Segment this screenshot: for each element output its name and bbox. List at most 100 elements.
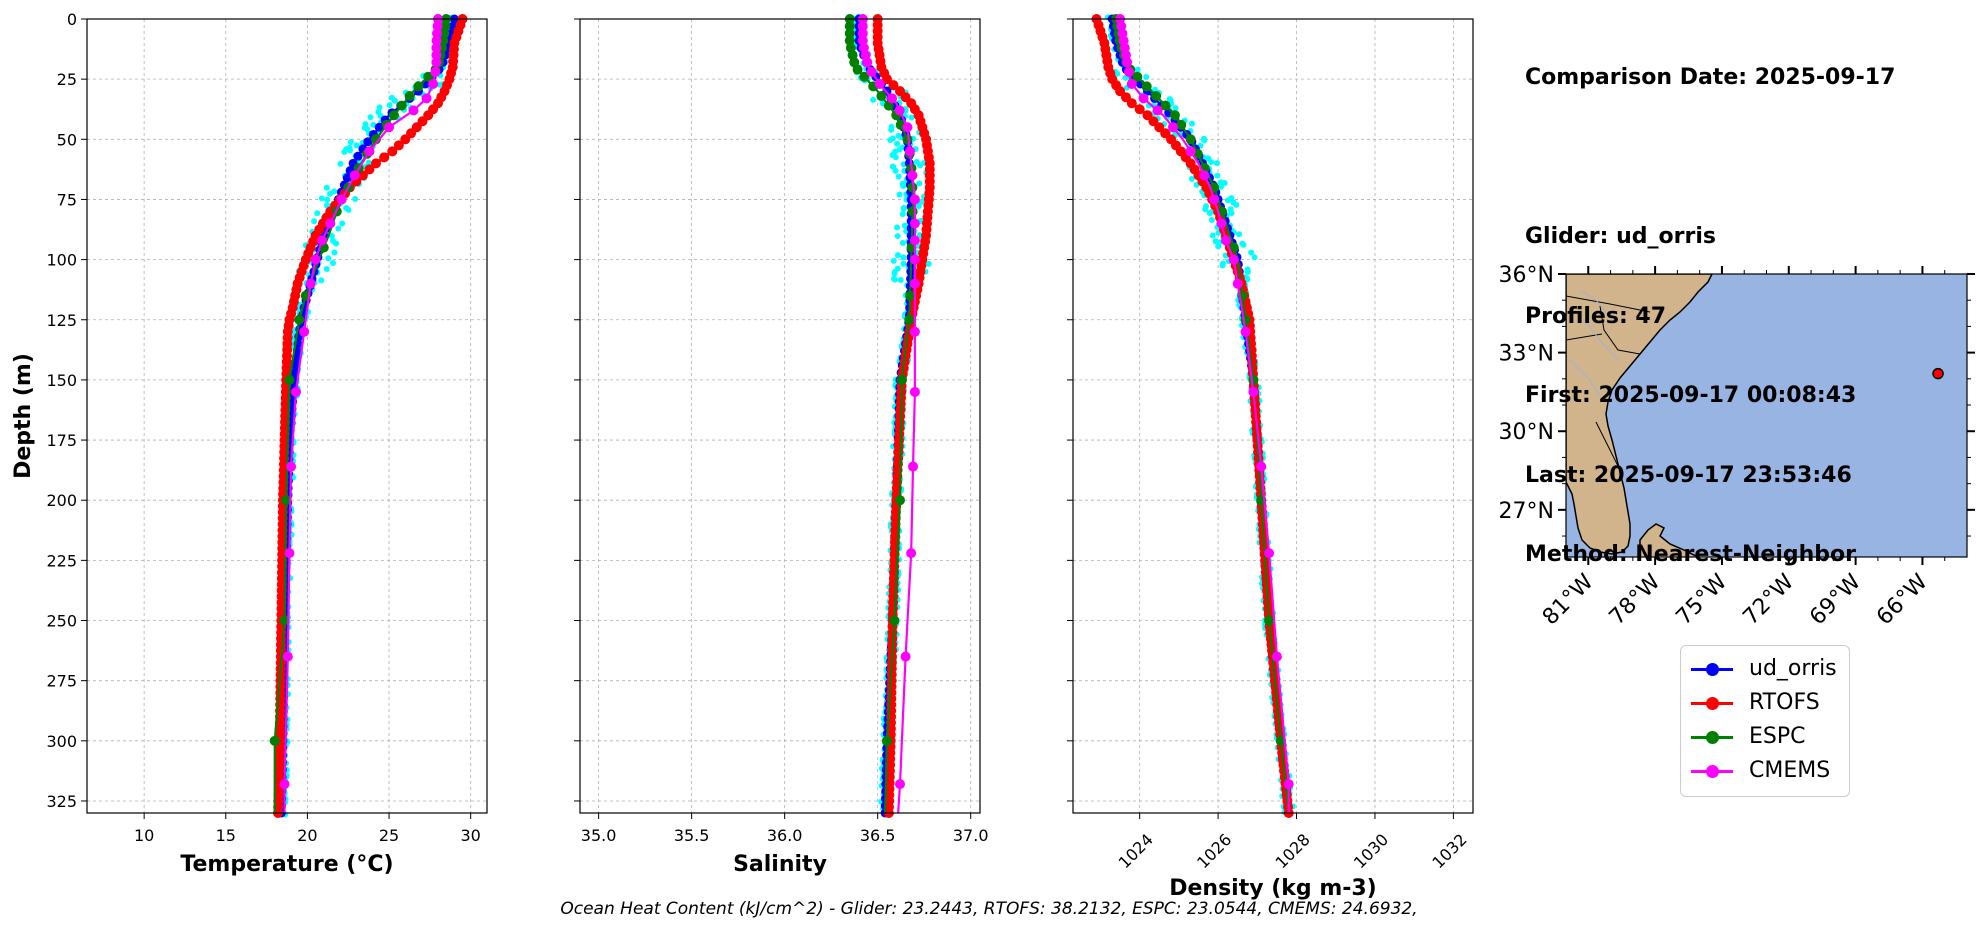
- density-xlabel: Density (kg m-3): [1169, 876, 1377, 901]
- salinity-series: [844, 14, 935, 818]
- series-point-espc: [905, 290, 916, 301]
- series-point-espc: [1185, 134, 1196, 145]
- series-point-cmems: [1199, 170, 1210, 181]
- observation-point: [361, 124, 368, 131]
- temperature-panel: 10 15 20 25 30025507510012515017520022525027…: [11, 10, 488, 877]
- series-point-cmems: [428, 78, 439, 89]
- series-point-rtofs: [370, 158, 381, 169]
- observation-point: [900, 204, 907, 211]
- series-point-espc: [1132, 71, 1143, 82]
- series-point-cmems: [1138, 93, 1149, 104]
- series-point-espc: [844, 21, 855, 32]
- observation-point: [375, 109, 382, 116]
- series-point-espc: [1228, 242, 1239, 253]
- legend-item-ud-orris: ud_orris: [1691, 654, 1841, 684]
- series-point-cmems: [895, 779, 905, 790]
- first-time: First: 2025-09-17 00:08:43: [1525, 383, 1857, 408]
- info-panel: Comparison Date: 2025-09-17 Glider: ud_o…: [1525, 12, 1895, 595]
- series-point-ud-orris: [374, 122, 384, 132]
- legend-marker: [1706, 765, 1719, 778]
- temperature-xlabel: Temperature (°C): [180, 852, 393, 877]
- series-point-cmems: [1126, 78, 1137, 89]
- series-point-cmems: [317, 235, 328, 246]
- legend-item-cmems: CMEMS: [1691, 756, 1841, 786]
- series-point-cmems: [1264, 548, 1275, 559]
- y-tick-label: 325: [46, 792, 77, 811]
- density-axes-frame: [1072, 18, 1474, 814]
- observation-point: [892, 167, 899, 174]
- series-point-cmems: [430, 66, 441, 77]
- observation-point: [897, 276, 904, 283]
- series-point-rtofs: [393, 140, 404, 151]
- series-point-cmems: [1185, 146, 1196, 157]
- legend-marker: [1706, 731, 1719, 744]
- observation-point: [896, 191, 903, 198]
- observation-point: [330, 237, 337, 244]
- x-tick-label: 1032: [1428, 830, 1470, 872]
- series-point-cmems: [408, 105, 419, 116]
- x-tick-label: 1028: [1272, 830, 1314, 872]
- series-point-espc: [1176, 119, 1187, 130]
- y-tick-label: 25: [57, 70, 77, 89]
- series-point-cmems: [894, 105, 905, 116]
- series-point-rtofs: [379, 152, 390, 163]
- series-point-cmems: [908, 461, 919, 472]
- observation-point: [1244, 268, 1251, 275]
- series-point-cmems: [432, 28, 443, 39]
- series-point-espc: [1160, 100, 1171, 111]
- series-point-cmems: [1168, 122, 1178, 133]
- series-point-espc: [896, 374, 907, 385]
- series-point-cmems: [1256, 461, 1267, 472]
- observation-point: [892, 154, 899, 161]
- series-point-espc: [396, 100, 407, 111]
- series-point-cmems: [431, 35, 442, 46]
- observation-point: [311, 218, 318, 225]
- legend-label: ESPC: [1749, 724, 1806, 749]
- series-point-cmems: [857, 28, 868, 39]
- observation-point: [335, 225, 342, 232]
- observation-point: [367, 114, 374, 121]
- series-point-espc: [881, 735, 892, 746]
- density-ticks: 1024 1026 1028 1030 1032: [1067, 18, 1471, 872]
- series-point-cmems: [431, 42, 442, 53]
- series-point-cmems: [282, 651, 293, 662]
- series-point-espc: [269, 735, 280, 746]
- observation-point: [894, 224, 901, 231]
- observation-point: [337, 160, 344, 167]
- observation-point: [1214, 172, 1221, 179]
- observation-point: [1209, 232, 1216, 239]
- observation-point: [1208, 158, 1215, 165]
- series-point-cmems: [904, 146, 915, 157]
- series-point-espc: [859, 71, 870, 82]
- x-tick-label: 36.0: [767, 826, 803, 845]
- y-tick-label: 225: [46, 551, 77, 570]
- observation-point: [895, 173, 902, 180]
- series-point-rtofs: [357, 170, 368, 181]
- y-tick-label: 100: [46, 251, 77, 270]
- series-point-cmems: [909, 278, 920, 289]
- y-tick-label: 275: [46, 672, 77, 691]
- observation-point: [890, 257, 897, 264]
- salinity-grid: [580, 18, 980, 813]
- series-point-cmems: [432, 21, 443, 32]
- map-glider-marker: [1932, 367, 1944, 380]
- series-point-espc: [876, 90, 887, 101]
- observation-point: [345, 206, 352, 213]
- series-point-cmems: [1216, 218, 1227, 229]
- observation-point: [318, 195, 325, 202]
- series-point-espc: [907, 206, 918, 217]
- series-point-espc: [281, 495, 292, 506]
- temperature-series: [269, 14, 468, 818]
- series-point-cmems: [431, 50, 442, 61]
- density-panel: 1024 1026 1028 1030 1032 Density (kg m-3): [1067, 14, 1474, 901]
- density-series: [1091, 14, 1294, 818]
- observation-point: [323, 184, 330, 191]
- observation-point: [325, 255, 332, 262]
- series-point-rtofs: [881, 74, 892, 85]
- observation-point: [1215, 243, 1222, 250]
- series-line-espc: [273, 18, 448, 813]
- temperature-ticks: 10 15 20 25 30025507510012515017520022525027…: [46, 10, 480, 845]
- observation-point: [1218, 183, 1225, 190]
- observation-point: [391, 97, 398, 104]
